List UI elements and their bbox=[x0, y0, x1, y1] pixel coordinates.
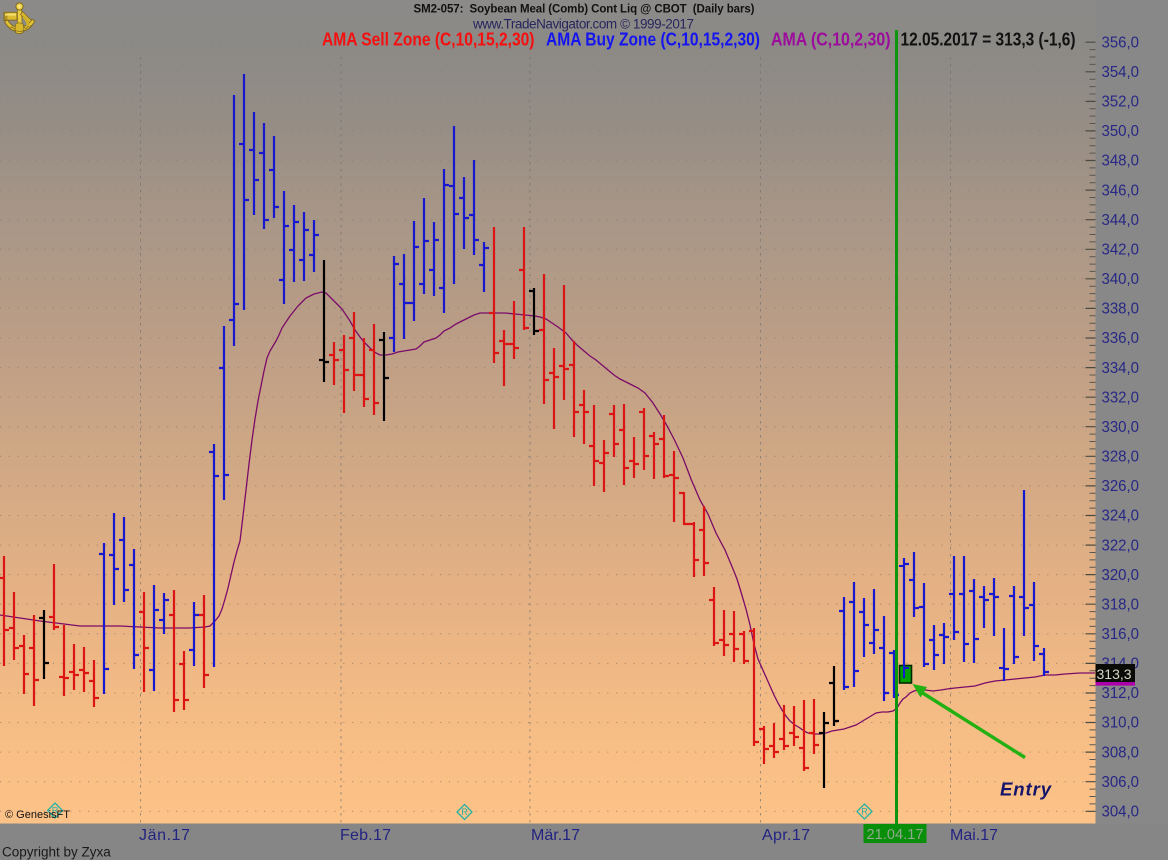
svg-text:346,0: 346,0 bbox=[1102, 182, 1140, 199]
svg-text:324,0: 324,0 bbox=[1102, 508, 1140, 525]
svg-text:www.TradeNavigator.com © 1999-: www.TradeNavigator.com © 1999-2017 bbox=[472, 17, 694, 32]
svg-text:© GenesisFT: © GenesisFT bbox=[5, 809, 70, 821]
svg-text:350,0: 350,0 bbox=[1102, 123, 1140, 140]
svg-text:318,0: 318,0 bbox=[1102, 596, 1140, 613]
svg-text:338,0: 338,0 bbox=[1102, 301, 1140, 318]
svg-text:AMA Buy Zone (C,10,15,2,30): AMA Buy Zone (C,10,15,2,30) bbox=[546, 29, 760, 50]
svg-text:354,0: 354,0 bbox=[1102, 64, 1140, 81]
svg-text:322,0: 322,0 bbox=[1102, 537, 1140, 554]
svg-text:342,0: 342,0 bbox=[1102, 242, 1140, 259]
svg-text:348,0: 348,0 bbox=[1102, 153, 1140, 170]
svg-text:344,0: 344,0 bbox=[1102, 212, 1140, 229]
svg-text:Mär.17: Mär.17 bbox=[531, 827, 580, 844]
svg-text:356,0: 356,0 bbox=[1102, 34, 1140, 51]
svg-text:328,0: 328,0 bbox=[1102, 449, 1140, 466]
svg-text:21.04.17: 21.04.17 bbox=[867, 827, 924, 843]
svg-text:340,0: 340,0 bbox=[1102, 271, 1140, 288]
svg-text:312,0: 312,0 bbox=[1102, 685, 1140, 702]
svg-text:12.05.2017 = 313,3 (-1,6): 12.05.2017 = 313,3 (-1,6) bbox=[901, 29, 1076, 50]
svg-text:R: R bbox=[461, 807, 468, 817]
svg-text:320,0: 320,0 bbox=[1102, 567, 1140, 584]
svg-text:306,0: 306,0 bbox=[1102, 774, 1140, 791]
svg-text:352,0: 352,0 bbox=[1102, 94, 1140, 111]
svg-text:Apr.17: Apr.17 bbox=[762, 827, 810, 844]
svg-text:R: R bbox=[861, 807, 868, 817]
svg-text:Mai.17: Mai.17 bbox=[950, 827, 998, 844]
svg-text:316,0: 316,0 bbox=[1102, 626, 1140, 643]
svg-text:Entry: Entry bbox=[1000, 779, 1053, 800]
svg-text:313,3: 313,3 bbox=[1097, 666, 1132, 682]
svg-text:308,0: 308,0 bbox=[1102, 744, 1140, 761]
svg-text:336,0: 336,0 bbox=[1102, 330, 1140, 347]
svg-text:310,0: 310,0 bbox=[1102, 715, 1140, 732]
svg-text:Copyright by Zyxa: Copyright by Zyxa bbox=[2, 845, 111, 860]
svg-text:304,0: 304,0 bbox=[1102, 804, 1140, 821]
svg-text:Feb.17: Feb.17 bbox=[340, 827, 391, 844]
svg-text:SM2-057: Soybean Meal (Comb): SM2-057: Soybean Meal (Comb) Cont Liq @ … bbox=[414, 4, 755, 16]
svg-text:AMA Sell Zone (C,10,15,2,30): AMA Sell Zone (C,10,15,2,30) bbox=[322, 29, 535, 50]
svg-text:332,0: 332,0 bbox=[1102, 389, 1140, 406]
svg-text:334,0: 334,0 bbox=[1102, 360, 1140, 377]
svg-text:Jän.17: Jän.17 bbox=[139, 827, 190, 844]
svg-text:330,0: 330,0 bbox=[1102, 419, 1140, 436]
svg-text:R: R bbox=[52, 806, 59, 816]
svg-text:326,0: 326,0 bbox=[1102, 478, 1140, 495]
svg-text:AMA (C,10,2,30): AMA (C,10,2,30) bbox=[771, 29, 891, 50]
